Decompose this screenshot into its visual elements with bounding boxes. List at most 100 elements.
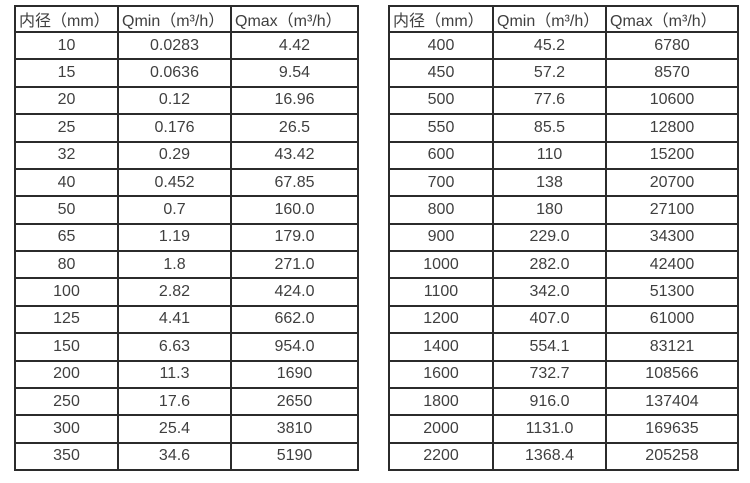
table-row: 32 0.29 43.42 [14, 140, 359, 170]
table-cell: 954.0 [230, 332, 359, 362]
table-row: 10 0.0283 4.42 [14, 30, 359, 61]
table-row: 100 2.82 424.0 [14, 277, 359, 307]
table-cell: 169635 [605, 414, 739, 444]
table-cell: 160.0 [230, 195, 359, 225]
flow-rate-table-large-diameters: 内径（mm） Qmin（m³/h） Qmax（m³/h） 400 45.2 6780… [388, 5, 739, 472]
table-cell: 500 [388, 85, 494, 116]
column-header-qmax: Qmax（m³/h） [605, 5, 739, 33]
table-row: 2000 1131.0 169635 [388, 414, 739, 444]
table-cell: 61000 [605, 304, 739, 335]
column-header-qmax: Qmax（m³/h） [230, 5, 359, 33]
table-row: 65 1.19 179.0 [14, 222, 359, 253]
table-cell: 51300 [605, 277, 739, 307]
table-cell: 25 [14, 113, 119, 143]
table-cell: 10 [14, 30, 119, 61]
table-cell: 200 [14, 359, 119, 389]
table-cell: 4.42 [230, 30, 359, 61]
table-cell: 1800 [388, 386, 494, 417]
table-cell: 2.82 [117, 277, 232, 307]
table-cell: 1131.0 [492, 414, 607, 444]
table-cell: 42400 [605, 249, 739, 280]
table-row: 1100 342.0 51300 [388, 277, 739, 307]
table-cell: 1600 [388, 359, 494, 389]
table-cell: 250 [14, 386, 119, 417]
table-cell: 27100 [605, 195, 739, 225]
table-cell: 3810 [230, 414, 359, 444]
table-cell: 424.0 [230, 277, 359, 307]
table-cell: 4.41 [117, 304, 232, 335]
column-header-diameter: 内径（mm） [14, 5, 119, 33]
table-cell: 732.7 [492, 359, 607, 389]
table-cell: 350 [14, 441, 119, 472]
table-cell: 2000 [388, 414, 494, 444]
table-cell: 0.176 [117, 113, 232, 143]
table-cell: 229.0 [492, 222, 607, 253]
table-cell: 50 [14, 195, 119, 225]
table-cell: 1368.4 [492, 441, 607, 472]
table-body: 400 45.2 6780 450 57.2 8570 500 77.6 10600 550 85.… [388, 30, 739, 472]
table-cell: 900 [388, 222, 494, 253]
table-cell: 110 [492, 140, 607, 170]
table-row: 1800 916.0 137404 [388, 386, 739, 417]
table-cell: 1690 [230, 359, 359, 389]
table-cell: 8570 [605, 58, 739, 88]
table-cell: 0.452 [117, 167, 232, 198]
table-row: 125 4.41 662.0 [14, 304, 359, 335]
table-row: 200 11.3 1690 [14, 359, 359, 389]
table-row: 15 0.0636 9.54 [14, 58, 359, 88]
table-body: 10 0.0283 4.42 15 0.0636 9.54 20 0.12 16.96 25 0.1… [14, 30, 359, 472]
table-cell: 1.8 [117, 249, 232, 280]
table-row: 80 1.8 271.0 [14, 249, 359, 280]
table-cell: 554.1 [492, 332, 607, 362]
table-row: 1600 732.7 108566 [388, 359, 739, 389]
table-cell: 5190 [230, 441, 359, 472]
table-cell: 6780 [605, 30, 739, 61]
table-cell: 271.0 [230, 249, 359, 280]
table-row: 250 17.6 2650 [14, 386, 359, 417]
table-cell: 125 [14, 304, 119, 335]
table-cell: 205258 [605, 441, 739, 472]
table-cell: 15 [14, 58, 119, 88]
table-cell: 150 [14, 332, 119, 362]
table-cell: 0.7 [117, 195, 232, 225]
table-cell: 342.0 [492, 277, 607, 307]
table-cell: 137404 [605, 386, 739, 417]
table-cell: 179.0 [230, 222, 359, 253]
table-row: 900 229.0 34300 [388, 222, 739, 253]
table-cell: 83121 [605, 332, 739, 362]
table-cell: 34300 [605, 222, 739, 253]
table-row: 600 110 15200 [388, 140, 739, 170]
table-cell: 65 [14, 222, 119, 253]
table-cell: 11.3 [117, 359, 232, 389]
table-cell: 43.42 [230, 140, 359, 170]
table-cell: 1000 [388, 249, 494, 280]
table-cell: 550 [388, 113, 494, 143]
table-cell: 80 [14, 249, 119, 280]
table-cell: 17.6 [117, 386, 232, 417]
table-row: 350 34.6 5190 [14, 441, 359, 472]
column-header-qmin: Qmin（m³/h） [117, 5, 232, 33]
table-cell: 407.0 [492, 304, 607, 335]
table-row: 50 0.7 160.0 [14, 195, 359, 225]
table-cell: 40 [14, 167, 119, 198]
table-cell: 25.4 [117, 414, 232, 444]
table-row: 800 180 27100 [388, 195, 739, 225]
table-row: 450 57.2 8570 [388, 58, 739, 88]
table-cell: 138 [492, 167, 607, 198]
table-row: 550 85.5 12800 [388, 113, 739, 143]
table-cell: 0.0283 [117, 30, 232, 61]
table-cell: 16.96 [230, 85, 359, 116]
table-row: 1400 554.1 83121 [388, 332, 739, 362]
table-cell: 12800 [605, 113, 739, 143]
table-cell: 0.12 [117, 85, 232, 116]
table-cell: 67.85 [230, 167, 359, 198]
table-cell: 6.63 [117, 332, 232, 362]
table-cell: 1400 [388, 332, 494, 362]
table-cell: 57.2 [492, 58, 607, 88]
table-cell: 180 [492, 195, 607, 225]
table-cell: 32 [14, 140, 119, 170]
table-row: 1000 282.0 42400 [388, 249, 739, 280]
table-row: 300 25.4 3810 [14, 414, 359, 444]
table-cell: 1200 [388, 304, 494, 335]
table-cell: 916.0 [492, 386, 607, 417]
